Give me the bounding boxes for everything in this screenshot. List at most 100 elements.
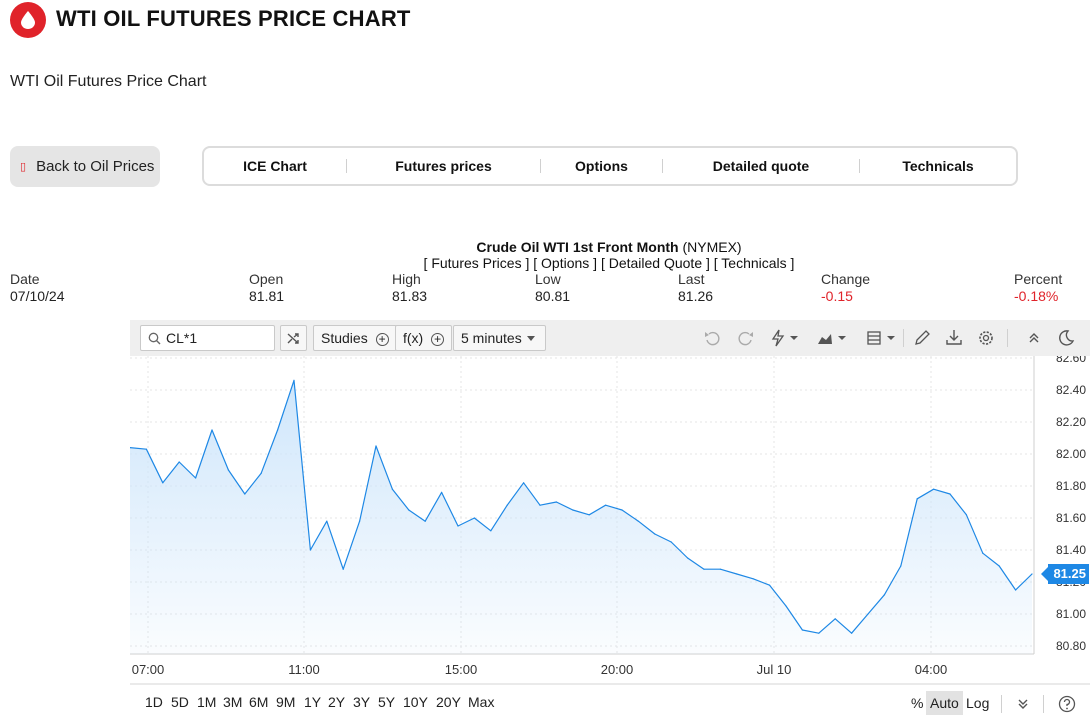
quote-links[interactable]: [ Futures Prices ] [ Options ] [ Detaile… [423,255,795,271]
price-point [523,482,525,484]
price-point [670,541,672,543]
range-1y[interactable]: 1Y [304,694,322,710]
price-point [851,632,853,634]
toolbar-divider [1001,695,1002,713]
range-5d[interactable]: 5D [171,694,189,710]
price-point [211,429,213,431]
price-point [900,565,902,567]
quote-last: Last 81.26 [678,271,713,304]
download-icon[interactable] [943,328,965,348]
tab-divider [859,159,860,173]
price-point [916,498,918,500]
interval-value: 5 minutes [461,330,522,346]
area-chart-icon[interactable] [816,328,850,348]
quote-value: 81.81 [249,288,285,304]
lightning-icon[interactable] [768,328,802,348]
gear-icon[interactable] [975,328,997,348]
range-3m[interactable]: 3M [223,694,243,710]
functions-button[interactable]: f(x) + [395,325,453,351]
instrument-name: Crude Oil WTI 1st Front Month [476,239,679,255]
scale-log-button[interactable]: Log [966,695,990,711]
x-tick-label: 20:00 [601,662,634,677]
price-point [998,565,1000,567]
quote-value: 81.83 [392,288,428,304]
price-chart-widget: CL*1 Studies + f(x) + 5 minutes 82.60 82.… [130,320,1090,719]
page-title: WTI OIL FUTURES PRICE CHART [56,6,411,31]
moon-icon[interactable] [1055,328,1077,348]
pencil-icon[interactable] [911,328,933,348]
quote-open: Open 81.81 [249,271,284,304]
tab-divider [662,159,663,173]
interval-select[interactable]: 5 minutes [453,325,546,351]
quote-value: 07/10/24 [10,288,65,304]
quote-label: Open [249,271,284,287]
tab-detailed-quote[interactable]: Detailed quote [712,158,810,174]
range-1m[interactable]: 1M [197,694,217,710]
page-subtitle: WTI Oil Futures Price Chart [10,73,207,90]
scale-auto-button[interactable]: Auto [926,691,963,715]
range-1d[interactable]: 1D [145,694,163,710]
quote-value: 80.81 [535,288,571,304]
range-10y[interactable]: 10Y [403,694,428,710]
price-point [195,477,197,479]
price-point [408,509,410,511]
tab-ice-chart[interactable]: ICE Chart [243,158,307,174]
price-plot[interactable]: 82.6082.4082.2082.0081.8081.6081.4081.20… [130,356,1090,688]
price-point [178,461,180,463]
range-5y[interactable]: 5Y [378,694,396,710]
shuffle-icon [287,333,299,344]
tab-divider [346,159,347,173]
price-point [162,482,164,484]
price-point [949,493,951,495]
price-point [834,618,836,620]
price-point [457,525,459,527]
x-tick-label: Jul 10 [757,662,792,677]
redo-icon[interactable] [734,328,756,348]
tab-futures-prices[interactable]: Futures prices [395,158,492,174]
price-line [130,379,1033,634]
price-point [736,573,738,575]
range-2y[interactable]: 2Y [328,694,346,710]
studies-label: Studies [321,330,368,346]
tab-bar: ICE Chart Futures prices Options Detaile… [202,146,1018,186]
undo-icon[interactable] [702,328,724,348]
symbol-search-input[interactable]: CL*1 [140,325,275,351]
layout-icon[interactable] [865,328,899,348]
x-tick-label: 15:00 [445,662,478,677]
studies-button[interactable]: Studies + [313,325,397,351]
chevron-double-down-icon[interactable] [1012,694,1034,714]
range-max[interactable]: Max [468,694,495,710]
help-icon[interactable] [1056,694,1078,714]
shuffle-button[interactable] [280,325,307,351]
range-20y[interactable]: 20Y [436,694,461,710]
tab-options[interactable]: Options [575,158,628,174]
price-point [277,429,279,431]
price-point [605,504,607,506]
range-6m[interactable]: 6M [249,694,269,710]
y-tick-label: 82.20 [1056,415,1086,429]
price-point [441,491,443,493]
price-point [965,514,968,516]
price-point [637,520,639,522]
price-point [982,552,984,554]
collapse-icon[interactable] [1023,328,1045,348]
tab-technicals[interactable]: Technicals [902,158,974,174]
quote-percent: Percent -0.18% [1014,271,1062,304]
quote-header: Crude Oil WTI 1st Front Month (NYMEX) [0,239,1092,255]
range-3y[interactable]: 3Y [353,694,371,710]
quote-label: Percent [1014,271,1063,287]
price-point [326,520,328,522]
back-to-oil-prices-button[interactable]: ▯ Back to Oil Prices [10,146,160,187]
price-point [1015,589,1017,591]
symbol-value: CL*1 [166,330,198,346]
price-point [490,530,492,532]
price-point [506,504,508,506]
price-point [309,549,311,551]
range-9m[interactable]: 9M [276,694,296,710]
y-tick-label: 81.40 [1056,543,1086,557]
last-price-tag: 81.25 [1041,564,1089,584]
plus-circle-icon: + [431,333,445,346]
price-point [473,517,475,519]
toolbar-divider [1043,695,1044,713]
scale-percent-button[interactable]: % [911,695,924,711]
